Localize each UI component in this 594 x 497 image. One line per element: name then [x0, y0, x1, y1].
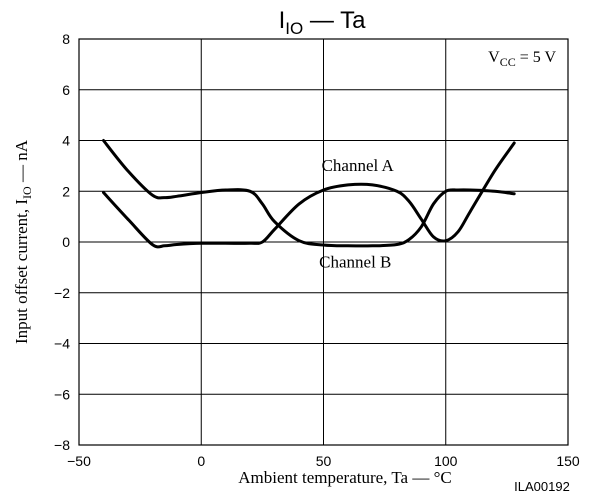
y-tick-labels: −8 −6 −4 −2 0 2 4 6 8 [54, 31, 70, 453]
vcc-annotation: VCC = 5 V [488, 49, 556, 69]
y-tick-label: 4 [62, 133, 70, 149]
y-axis-label: Input offset current, IIO — nA [12, 139, 34, 344]
y-tick-label: 0 [62, 234, 70, 250]
x-axis-label: Ambient temperature, Ta — °C [238, 468, 452, 487]
series-line-channel-a [102, 139, 516, 248]
y-tick-label: 8 [62, 31, 70, 47]
series-label: Channel B [319, 252, 391, 271]
series-layer [102, 139, 516, 249]
y-tick-label: −4 [54, 336, 70, 352]
x-tick-label: −50 [67, 453, 91, 469]
series-label: Channel A [322, 156, 395, 175]
x-tick-label: 50 [316, 453, 332, 469]
x-tick-label: 0 [197, 453, 205, 469]
plot-frame [78, 38, 569, 446]
series-line-channel-b [102, 141, 516, 249]
x-tick-label: 100 [434, 453, 458, 469]
y-tick-label: −2 [54, 285, 70, 301]
x-tick-labels: −50 0 50 100 150 [67, 453, 580, 469]
y-tick-label: 2 [62, 183, 70, 199]
series-labels: Channel A Channel B [319, 156, 394, 271]
x-tick-label: 150 [556, 453, 580, 469]
chart-title: IIO — Ta [279, 7, 367, 38]
y-tick-label: −8 [54, 437, 70, 453]
y-tick-label: 6 [62, 82, 70, 98]
y-tick-label: −6 [54, 386, 70, 402]
grid [78, 38, 569, 446]
figure-code: ILA00192 [514, 479, 570, 494]
